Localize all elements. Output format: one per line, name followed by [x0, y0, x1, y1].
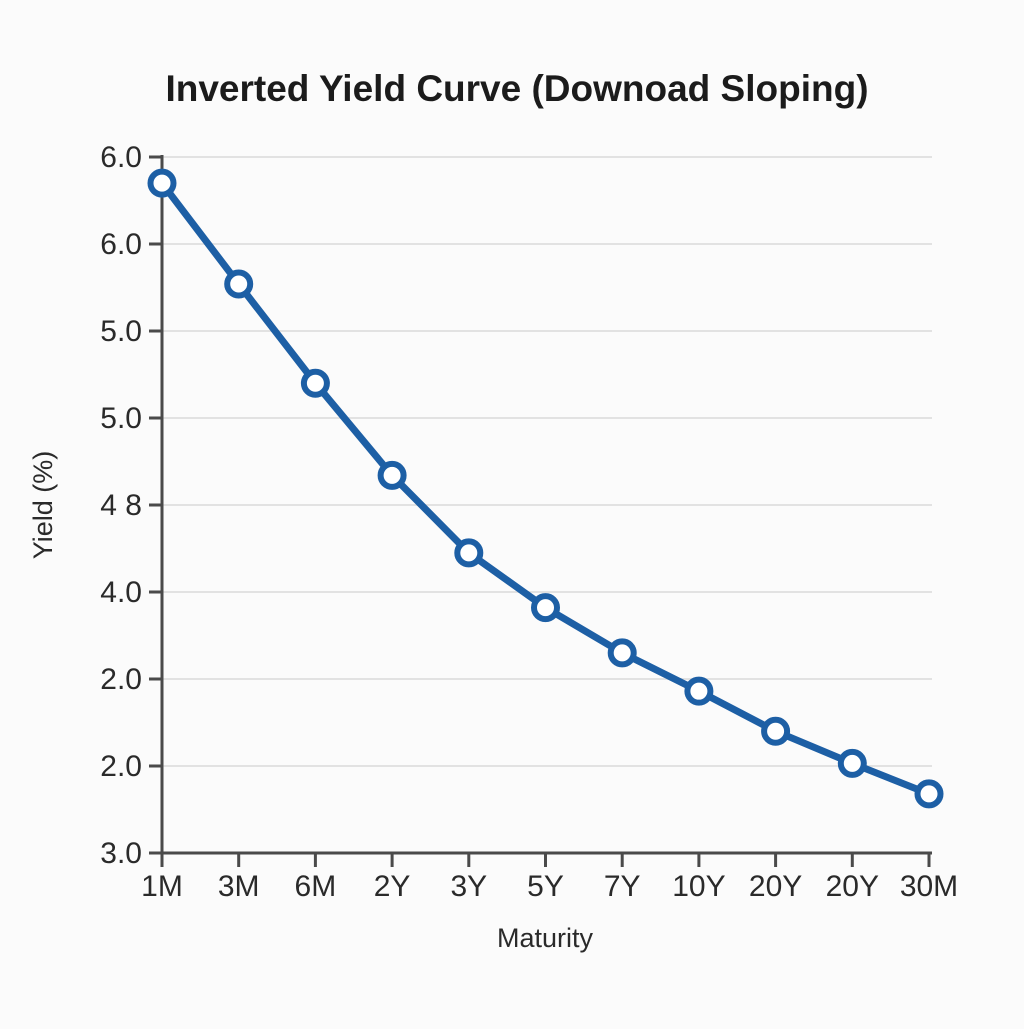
data-point-marker — [147, 168, 177, 198]
data-point-marker — [531, 593, 560, 623]
y-tick-label: 4 8 — [100, 489, 142, 522]
chart-title: Inverted Yield Curve (Downoad Sloping) — [165, 68, 868, 109]
tick-labels: 6.0 6.0 5.0 5.0 4 8 4.0 2.0 2.0 3.01M 3M 6M 2Y 3Y 5Y 7… — [100, 141, 958, 903]
y-tick-label: 2.0 — [100, 663, 142, 696]
x-tick-label: 2Y — [374, 870, 411, 903]
gridlines — [162, 156, 932, 767]
x-tick-label: 3M — [218, 870, 260, 903]
y-tick-label: 6.0 — [100, 141, 142, 174]
x-tick-label: 5Y — [527, 870, 564, 903]
y-tick-label: 4.0 — [100, 576, 142, 609]
data-point-marker — [377, 460, 407, 490]
y-axis-label: Yield (%) — [28, 451, 58, 560]
y-tick-label: 6.0 — [100, 228, 142, 261]
x-tick-label: 6M — [295, 870, 337, 903]
y-tick-label: 3.0 — [100, 837, 142, 870]
series — [147, 168, 944, 809]
data-point-marker — [761, 716, 791, 746]
data-point-marker — [607, 638, 637, 668]
x-tick-label: 10Y — [672, 870, 725, 903]
y-tick-label: 5.0 — [100, 402, 142, 435]
data-point-marker — [684, 676, 714, 706]
x-tick-label: 7Y — [604, 870, 641, 903]
x-axis-label: Maturity — [497, 923, 594, 953]
y-tick-label: 2.0 — [100, 750, 142, 783]
x-tick-label: 3Y — [450, 870, 487, 903]
x-tick-label: 30M — [900, 870, 958, 903]
series-line — [158, 179, 933, 798]
y-tick-label: 5.0 — [100, 315, 142, 348]
data-point-marker — [837, 748, 867, 778]
x-tick-label: 1M — [141, 870, 183, 903]
axes — [149, 155, 932, 867]
data-point-marker — [224, 269, 254, 299]
x-tick-label: 20Y — [749, 870, 802, 903]
data-point-marker — [454, 538, 484, 568]
data-point-marker — [300, 368, 330, 398]
x-tick-label: 20Y — [826, 870, 879, 903]
data-point-marker — [914, 779, 944, 809]
